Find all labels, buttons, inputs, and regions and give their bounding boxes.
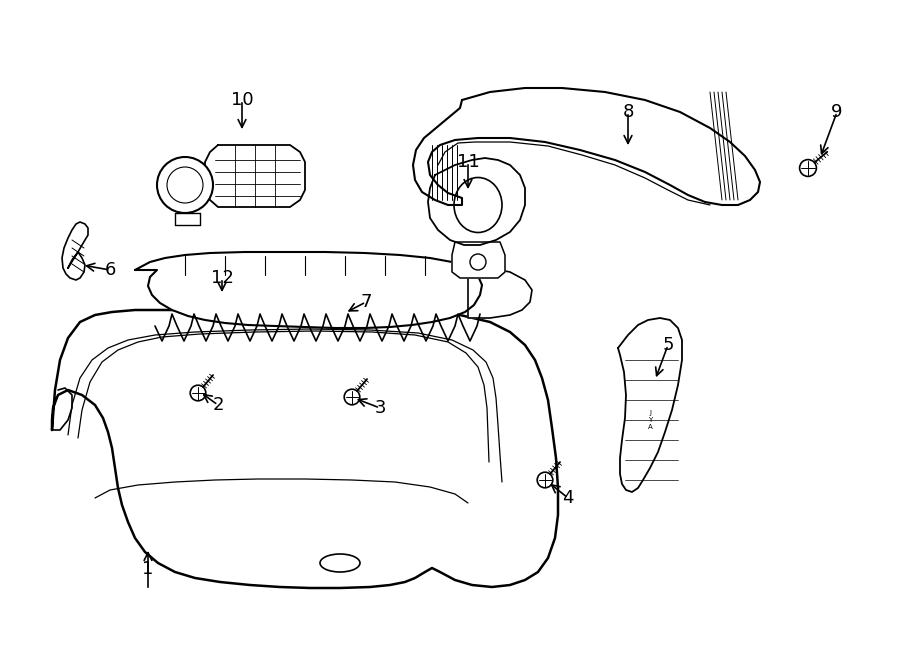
Polygon shape [62, 222, 88, 280]
Polygon shape [428, 158, 525, 245]
Circle shape [537, 472, 553, 488]
Text: 10: 10 [230, 91, 253, 109]
Text: 7: 7 [360, 293, 372, 311]
Text: 9: 9 [832, 103, 842, 121]
Circle shape [157, 157, 213, 213]
Polygon shape [468, 268, 532, 318]
Text: 6: 6 [104, 261, 116, 279]
Text: J
Y
A: J Y A [648, 410, 652, 430]
Text: 3: 3 [374, 399, 386, 417]
Circle shape [190, 385, 206, 401]
Text: 5: 5 [662, 336, 674, 354]
Text: 2: 2 [212, 396, 224, 414]
Polygon shape [52, 307, 558, 588]
Polygon shape [618, 318, 682, 492]
Circle shape [344, 389, 360, 405]
Polygon shape [413, 88, 760, 205]
Polygon shape [452, 242, 505, 278]
Text: 11: 11 [456, 153, 480, 171]
Polygon shape [205, 145, 305, 207]
Text: 8: 8 [622, 103, 634, 121]
Text: 12: 12 [211, 269, 233, 287]
Text: 1: 1 [142, 560, 154, 578]
Polygon shape [135, 252, 482, 328]
Circle shape [799, 159, 816, 176]
Text: 4: 4 [562, 489, 574, 507]
